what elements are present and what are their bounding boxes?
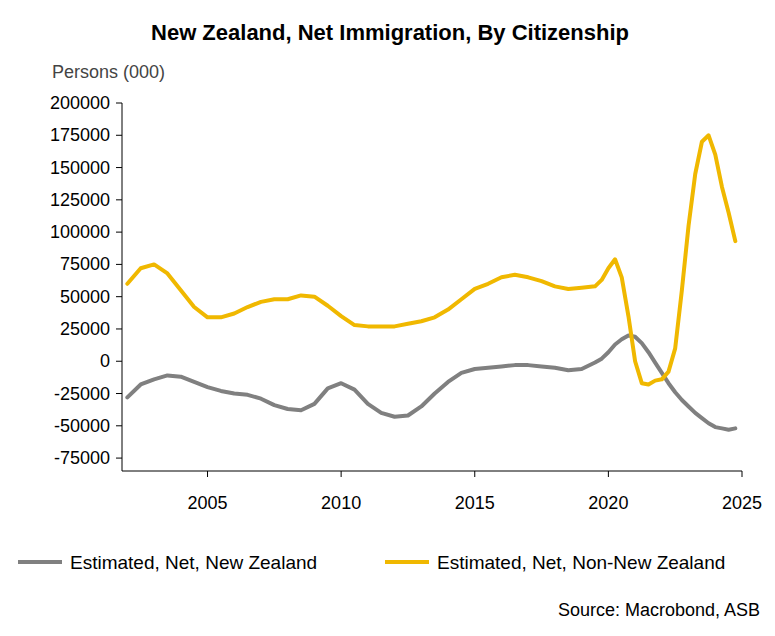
x-tick xyxy=(474,471,475,477)
y-tick-label: 150000 xyxy=(50,158,110,178)
y-tick xyxy=(116,425,122,426)
x-tick xyxy=(207,471,208,477)
y-tick-label: 125000 xyxy=(50,190,110,210)
y-tick-label: 75000 xyxy=(60,254,110,274)
x-tick-label: 2010 xyxy=(321,493,361,513)
y-tick xyxy=(116,361,122,362)
y-tick-label: 200000 xyxy=(50,93,110,113)
y-tick-label: -25000 xyxy=(54,384,110,404)
plot-area xyxy=(127,135,735,429)
y-tick xyxy=(116,328,122,329)
x-tick-label: 2015 xyxy=(455,493,495,513)
title: New Zealand, Net Immigration, By Citizen… xyxy=(151,20,629,45)
chart: New Zealand, Net Immigration, By Citizen… xyxy=(0,0,775,636)
legend-label: Estimated, Net, Non-New Zealand xyxy=(437,552,725,573)
y-tick-label: -75000 xyxy=(54,448,110,468)
y-tick-label: 0 xyxy=(100,351,110,371)
y-tick xyxy=(116,458,122,459)
y-tick xyxy=(116,296,122,297)
y-tick xyxy=(116,167,122,168)
series-line xyxy=(127,135,735,384)
x-tick-label: 2025 xyxy=(722,493,762,513)
y-tick xyxy=(116,103,122,104)
y-tick xyxy=(116,264,122,265)
y-tick-label: 25000 xyxy=(60,319,110,339)
source: Source: Macrobond, ASB xyxy=(558,600,760,620)
x-tick-label: 2005 xyxy=(187,493,227,513)
legend-swatch xyxy=(18,560,62,564)
y-axis-label: Persons (000) xyxy=(52,62,165,82)
x-tick-label: 2020 xyxy=(588,493,628,513)
x-tick xyxy=(742,471,743,477)
x-axis xyxy=(122,471,742,472)
y-axis xyxy=(122,103,123,471)
legend-label: Estimated, Net, New Zealand xyxy=(70,552,317,573)
x-tick xyxy=(341,471,342,477)
y-tick xyxy=(116,135,122,136)
y-tick xyxy=(116,393,122,394)
y-tick-label: 100000 xyxy=(50,222,110,242)
y-tick-label: -50000 xyxy=(54,416,110,436)
x-tick xyxy=(608,471,609,477)
y-tick-label: 50000 xyxy=(60,287,110,307)
y-tick xyxy=(116,199,122,200)
legend-swatch xyxy=(385,560,429,564)
y-tick-label: 175000 xyxy=(50,125,110,145)
y-tick xyxy=(116,232,122,233)
